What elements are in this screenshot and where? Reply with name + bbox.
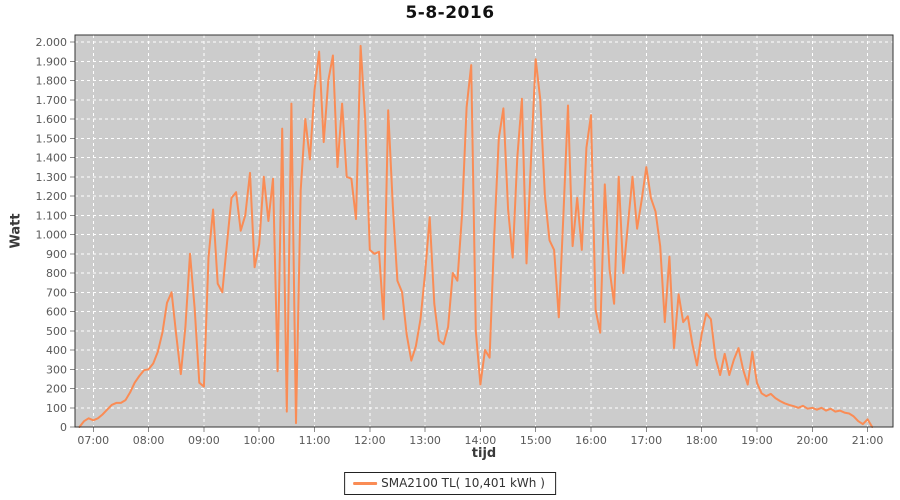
y-tick-label: 600 — [46, 306, 67, 319]
x-tick-label: 07:00 — [77, 434, 109, 447]
y-tick-label: 1.400 — [36, 152, 68, 165]
y-tick-label: 1.200 — [36, 190, 68, 203]
x-tick-label: 14:00 — [465, 434, 497, 447]
y-tick-label: 800 — [46, 267, 67, 280]
x-tick-label: 10:00 — [243, 434, 275, 447]
y-tick-label: 100 — [46, 402, 67, 415]
y-tick-label: 1.000 — [36, 229, 68, 242]
y-tick-label: 300 — [46, 363, 67, 376]
y-tick-label: 1.700 — [36, 94, 68, 107]
y-tick-label: 900 — [46, 248, 67, 261]
legend: SMA2100 TL( 10,401 kWh ) — [344, 472, 556, 495]
y-tick-label: 1.600 — [36, 113, 68, 126]
series-line — [78, 44, 874, 428]
x-tick-label: 21:00 — [852, 434, 884, 447]
x-tick-label: 09:00 — [188, 434, 220, 447]
legend-line-swatch — [353, 481, 378, 485]
x-tick-label: 08:00 — [133, 434, 165, 447]
y-axis-title: Watt — [8, 213, 24, 249]
x-tick-label: 19:00 — [741, 434, 773, 447]
y-tick-label: 1.300 — [36, 171, 68, 184]
x-axis-title: tijd — [471, 446, 497, 461]
y-tick-label: 700 — [46, 286, 67, 299]
x-tick-label: 13:00 — [409, 434, 441, 447]
y-tick-label: 0 — [60, 421, 67, 434]
x-tick-label: 18:00 — [686, 434, 718, 447]
y-tick-label: 500 — [46, 325, 67, 338]
y-tick-label: 2.000 — [36, 36, 68, 49]
x-tick-label: 17:00 — [630, 434, 662, 447]
y-tick-label: 200 — [46, 383, 67, 396]
x-tick-label: 11:00 — [299, 434, 331, 447]
y-tick-label: 1.500 — [36, 132, 68, 145]
chart-title: 5-8-2016 — [405, 3, 495, 23]
x-tick-label: 15:00 — [520, 434, 552, 447]
x-tick-label: 16:00 — [575, 434, 607, 447]
y-tick-label: 1.900 — [36, 55, 68, 68]
y-tick-label: 1.800 — [36, 75, 68, 88]
plot-border — [74, 34, 894, 428]
y-tick-label: 400 — [46, 344, 67, 357]
y-tick-label: 1.100 — [36, 209, 68, 222]
x-tick-label: 12:00 — [354, 434, 386, 447]
legend-series-label: SMA2100 TL( 10,401 kWh ) — [381, 476, 545, 490]
x-tick-label: 20:00 — [796, 434, 828, 447]
